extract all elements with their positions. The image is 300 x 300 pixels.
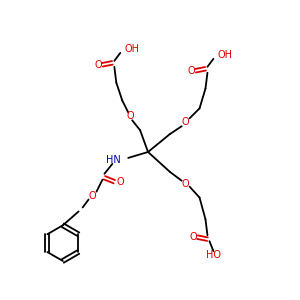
Text: O: O [182, 117, 190, 127]
Text: HN: HN [106, 155, 120, 165]
Text: OH: OH [218, 50, 232, 60]
Text: O: O [188, 66, 195, 76]
Text: O: O [95, 60, 102, 70]
Text: O: O [89, 190, 96, 201]
Text: O: O [116, 177, 124, 187]
Text: O: O [190, 232, 197, 242]
Text: OH: OH [124, 44, 139, 54]
Text: O: O [182, 179, 190, 189]
Text: HO: HO [206, 250, 221, 260]
Text: O: O [126, 111, 134, 121]
